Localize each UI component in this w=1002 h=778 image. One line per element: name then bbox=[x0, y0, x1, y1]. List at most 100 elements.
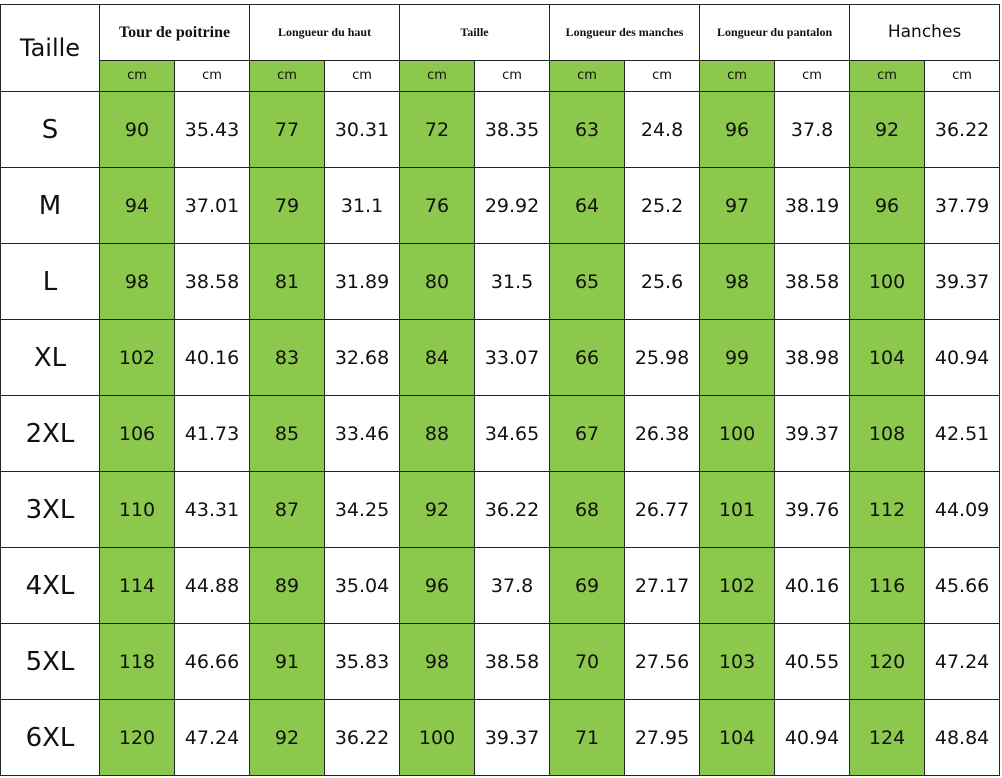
value-cell: 124 bbox=[849, 699, 926, 776]
value-cell: 76 bbox=[399, 167, 476, 244]
value-cell: 37.79 bbox=[924, 167, 1001, 244]
value-cell: 100 bbox=[849, 243, 926, 320]
value-cell: 100 bbox=[699, 395, 776, 472]
value-cell: 35.83 bbox=[324, 623, 401, 700]
value-cell: 88 bbox=[399, 395, 476, 472]
value-cell: 24.8 bbox=[624, 91, 701, 168]
value-cell: 118 bbox=[99, 623, 175, 700]
value-cell: 37.01 bbox=[173, 167, 251, 244]
column-header: Longueur des manches bbox=[549, 4, 701, 61]
column-header: Longueur du pantalon bbox=[699, 4, 851, 61]
corner-label: Taille bbox=[0, 4, 100, 92]
value-cell: 100 bbox=[399, 699, 476, 776]
value-cell: 31.5 bbox=[474, 243, 551, 320]
value-cell: 70 bbox=[549, 623, 626, 700]
value-cell: 25.6 bbox=[624, 243, 701, 320]
size-label: S bbox=[0, 91, 100, 168]
value-cell: 42.51 bbox=[924, 395, 1001, 472]
unit-label: cm bbox=[699, 59, 776, 93]
value-cell: 98 bbox=[699, 243, 776, 320]
size-label: 2XL bbox=[0, 395, 100, 472]
column-header: Tour de poitrine bbox=[98, 4, 251, 61]
unit-row: cm cm cm cm cm cm cm cm cm cm cm cm bbox=[1, 59, 1001, 93]
value-cell: 36.22 bbox=[474, 471, 551, 548]
value-cell: 34.65 bbox=[474, 395, 551, 472]
value-cell: 87 bbox=[249, 471, 326, 548]
value-cell: 92 bbox=[249, 699, 326, 776]
value-cell: 120 bbox=[849, 623, 926, 700]
unit-label: cm bbox=[399, 59, 476, 93]
value-cell: 34.25 bbox=[324, 471, 401, 548]
data-row: M 94 37.01 79 31.1 76 29.92 64 25.2 97 38.19 96 37.7… bbox=[0, 167, 1001, 244]
header-row: Taille Tour de poitrine Longueur du haut Ta… bbox=[0, 4, 1001, 92]
value-cell: 46.66 bbox=[173, 623, 251, 700]
value-cell: 77 bbox=[249, 91, 326, 168]
value-cell: 79 bbox=[249, 167, 326, 244]
value-cell: 43.31 bbox=[173, 471, 251, 548]
value-cell: 40.94 bbox=[924, 319, 1001, 396]
value-cell: 31.89 bbox=[324, 243, 401, 320]
value-cell: 108 bbox=[849, 395, 926, 472]
value-cell: 38.19 bbox=[774, 167, 851, 244]
data-row: 2XL 106 41.73 85 33.46 88 34.65 67 26.38 100 39.37… bbox=[0, 395, 1001, 472]
value-cell: 35.04 bbox=[324, 547, 401, 624]
value-cell: 33.46 bbox=[324, 395, 401, 472]
unit-label: cm bbox=[173, 59, 251, 93]
value-cell: 39.37 bbox=[774, 395, 851, 472]
value-cell: 26.77 bbox=[624, 471, 701, 548]
value-cell: 44.88 bbox=[173, 547, 251, 624]
value-cell: 90 bbox=[99, 91, 175, 168]
value-cell: 69 bbox=[549, 547, 626, 624]
size-label: 3XL bbox=[0, 471, 100, 548]
size-table: Taille Tour de poitrine Longueur du haut Ta… bbox=[0, 4, 1001, 776]
value-cell: 39.37 bbox=[924, 243, 1001, 320]
data-row: L 98 38.58 81 31.89 80 31.5 65 25.6 98 38.58 100 39.… bbox=[0, 243, 1001, 320]
value-cell: 103 bbox=[699, 623, 776, 700]
unit-label: cm bbox=[99, 59, 175, 93]
value-cell: 83 bbox=[249, 319, 326, 396]
value-cell: 27.95 bbox=[624, 699, 701, 776]
value-cell: 40.94 bbox=[774, 699, 851, 776]
value-cell: 31.1 bbox=[324, 167, 401, 244]
value-cell: 96 bbox=[849, 167, 926, 244]
data-row: 5XL 118 46.66 91 35.83 98 38.58 70 27.56 103 40.55… bbox=[0, 623, 1001, 700]
value-cell: 27.17 bbox=[624, 547, 701, 624]
value-cell: 38.98 bbox=[774, 319, 851, 396]
column-header: Longueur du haut bbox=[249, 4, 401, 61]
unit-label: cm bbox=[774, 59, 851, 93]
value-cell: 85 bbox=[249, 395, 326, 472]
data-row: XL 102 40.16 83 32.68 84 33.07 66 25.98 99 38.98 10… bbox=[0, 319, 1001, 396]
value-cell: 116 bbox=[849, 547, 926, 624]
value-cell: 81 bbox=[249, 243, 326, 320]
value-cell: 38.35 bbox=[474, 91, 551, 168]
value-cell: 66 bbox=[549, 319, 626, 396]
value-cell: 25.98 bbox=[624, 319, 701, 396]
value-cell: 35.43 bbox=[173, 91, 251, 168]
value-cell: 96 bbox=[399, 547, 476, 624]
data-row: 3XL 110 43.31 87 34.25 92 36.22 68 26.77 101 39.76… bbox=[0, 471, 1001, 548]
unit-label: cm bbox=[249, 59, 326, 93]
value-cell: 26.38 bbox=[624, 395, 701, 472]
value-cell: 114 bbox=[99, 547, 175, 624]
value-cell: 33.07 bbox=[474, 319, 551, 396]
value-cell: 27.56 bbox=[624, 623, 701, 700]
value-cell: 94 bbox=[99, 167, 175, 244]
value-cell: 106 bbox=[99, 395, 175, 472]
unit-label: cm bbox=[324, 59, 401, 93]
value-cell: 38.58 bbox=[173, 243, 251, 320]
value-cell: 32.68 bbox=[324, 319, 401, 396]
value-cell: 37.8 bbox=[774, 91, 851, 168]
value-cell: 96 bbox=[699, 91, 776, 168]
value-cell: 47.24 bbox=[173, 699, 251, 776]
value-cell: 89 bbox=[249, 547, 326, 624]
value-cell: 92 bbox=[849, 91, 926, 168]
value-cell: 48.84 bbox=[924, 699, 1001, 776]
value-cell: 104 bbox=[699, 699, 776, 776]
value-cell: 30.31 bbox=[324, 91, 401, 168]
value-cell: 98 bbox=[399, 623, 476, 700]
value-cell: 80 bbox=[399, 243, 476, 320]
value-cell: 39.37 bbox=[474, 699, 551, 776]
value-cell: 38.58 bbox=[774, 243, 851, 320]
value-cell: 72 bbox=[399, 91, 476, 168]
value-cell: 110 bbox=[99, 471, 175, 548]
